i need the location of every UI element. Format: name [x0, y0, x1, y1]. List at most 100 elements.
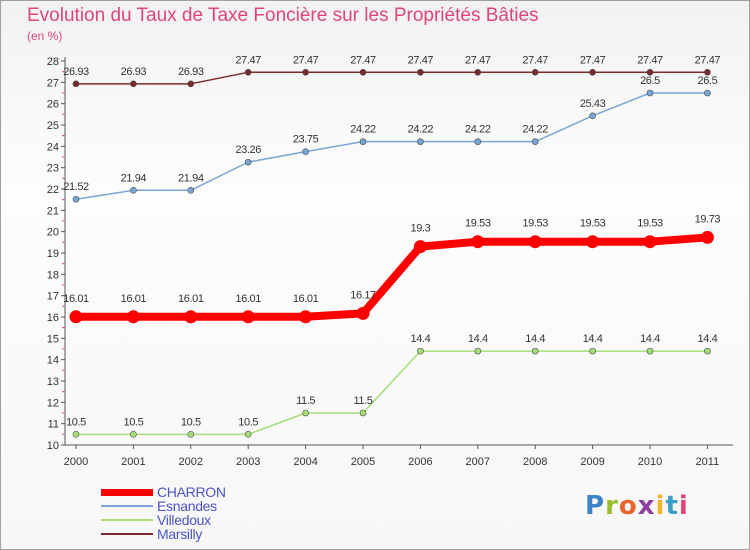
data-label-villedoux: 14.4 — [583, 333, 603, 345]
data-label-marsilly: 26.93 — [121, 66, 147, 78]
data-label-charron: 19.53 — [580, 218, 606, 230]
axes: 10 11 12 13 14 15 16 17 18 19 20 21 22 23 24 25 26 27 28 20… — [47, 56, 733, 468]
data-label-marsilly: 27.47 — [408, 54, 434, 66]
data-point-esnandes — [646, 89, 654, 97]
data-label-esnandes: 21.52 — [63, 181, 89, 193]
data-label-villedoux: 10.5 — [181, 416, 201, 428]
data-point-charron — [586, 235, 600, 249]
y-tick-label: 24 — [47, 141, 59, 153]
data-label-charron: 16.01 — [121, 293, 147, 305]
x-tick-label: 2002 — [179, 456, 203, 468]
data-label-villedoux: 14.4 — [468, 333, 488, 345]
data-label-marsilly: 26.93 — [178, 66, 204, 78]
data-label-charron: 19.3 — [410, 223, 430, 235]
data-label-esnandes: 21.94 — [178, 172, 204, 184]
data-point-marsilly — [646, 69, 654, 76]
data-point-esnandes — [704, 89, 711, 97]
y-tick-label: 20 — [47, 227, 59, 239]
data-point-esnandes — [589, 112, 596, 120]
data-label-charron: 16.01 — [178, 293, 204, 305]
data-point-charron — [700, 230, 714, 244]
series-points — [69, 69, 714, 438]
data-point-marsilly — [474, 69, 482, 76]
data-label-esnandes: 23.26 — [235, 144, 261, 156]
x-tick-label: 2008 — [523, 456, 547, 468]
x-tick-label: 2003 — [236, 456, 260, 468]
data-point-marsilly — [72, 80, 80, 88]
data-label-marsilly: 27.47 — [637, 54, 663, 66]
data-point-villedoux — [244, 431, 252, 438]
data-label-charron: 16.01 — [63, 293, 89, 305]
series-lines — [72, 71, 712, 436]
data-label-marsilly: 27.47 — [465, 54, 491, 66]
legend-label-esnandes: Esnandes — [157, 498, 217, 514]
series-line-charron — [72, 233, 712, 321]
data-label-esnandes: 24.22 — [522, 124, 548, 136]
data-point-esnandes — [531, 138, 539, 145]
data-label-esnandes: 24.22 — [408, 124, 434, 136]
data-label-charron: 16.01 — [293, 293, 319, 305]
data-label-villedoux: 10.5 — [123, 416, 143, 428]
data-label-villedoux: 14.4 — [525, 333, 545, 345]
data-point-villedoux — [72, 431, 80, 438]
proxiti-logo: Proxiti — [585, 491, 689, 521]
data-label-villedoux: 10.5 — [66, 416, 86, 428]
data-point-charron — [69, 310, 83, 324]
data-label-charron: 19.53 — [465, 218, 491, 230]
data-point-charron — [126, 310, 140, 324]
data-point-esnandes — [72, 195, 80, 203]
data-label-esnandes: 24.22 — [350, 124, 376, 136]
data-label-charron: 16.17 — [350, 289, 376, 301]
data-label-marsilly: 27.47 — [522, 54, 548, 66]
series-line-esnandes — [75, 92, 709, 200]
legend-label-marsilly: Marsilly — [157, 526, 203, 542]
data-label-villedoux: 11.5 — [354, 395, 373, 407]
x-tick-label: 2011 — [696, 456, 720, 468]
x-tick-label: 2004 — [293, 456, 317, 468]
data-point-villedoux — [474, 347, 482, 355]
data-label-villedoux: 10.5 — [238, 416, 258, 428]
logo-letter: x — [637, 491, 656, 521]
data-point-marsilly — [302, 69, 309, 76]
data-point-charron — [299, 310, 313, 324]
y-tick-label: 22 — [47, 184, 59, 196]
data-point-marsilly — [704, 69, 711, 76]
y-tick-label: 12 — [47, 397, 59, 409]
data-point-marsilly — [589, 69, 596, 76]
y-tick-label: 27 — [47, 77, 59, 89]
data-label-marsilly: 27.47 — [235, 54, 261, 66]
chart-title: Evolution du Taux de Taxe Foncière sur l… — [27, 5, 539, 26]
data-point-villedoux — [589, 347, 596, 355]
x-tick-label: 2009 — [580, 456, 604, 468]
legend-swatch-esnandes — [101, 505, 153, 507]
data-label-esnandes: 25.43 — [580, 98, 606, 110]
x-tick-label: 2006 — [408, 456, 432, 468]
series-line-villedoux — [75, 350, 709, 436]
y-tick-label: 18 — [47, 269, 59, 281]
data-point-esnandes — [244, 158, 252, 166]
data-point-esnandes — [302, 148, 309, 155]
data-point-villedoux — [302, 409, 309, 417]
data-label-marsilly: 27.47 — [580, 54, 606, 66]
y-tick-label: 26 — [47, 99, 59, 111]
data-point-villedoux — [417, 347, 424, 355]
data-point-esnandes — [187, 186, 195, 194]
logo-letter: o — [618, 491, 638, 521]
y-tick-label: 16 — [47, 312, 59, 324]
data-point-marsilly — [359, 69, 367, 76]
y-tick-label: 19 — [47, 248, 59, 260]
data-point-esnandes — [359, 138, 367, 145]
x-tick-label: 2005 — [351, 456, 375, 468]
chart-subtitle: (en %) — [27, 29, 63, 43]
data-point-charron — [643, 235, 657, 249]
data-point-marsilly — [187, 80, 195, 88]
legend-label-villedoux: Villedoux — [157, 512, 211, 528]
y-tick-label: 23 — [47, 163, 59, 175]
data-label-villedoux: 14.4 — [697, 333, 717, 345]
data-point-charron — [413, 240, 427, 254]
logo-letter: i — [678, 491, 689, 521]
data-label-esnandes: 26.5 — [640, 75, 660, 87]
series-labels: 21.52 21.94 21.94 23.26 23.75 24.22 24.22 24.22… — [63, 54, 721, 428]
data-point-villedoux — [359, 409, 367, 417]
